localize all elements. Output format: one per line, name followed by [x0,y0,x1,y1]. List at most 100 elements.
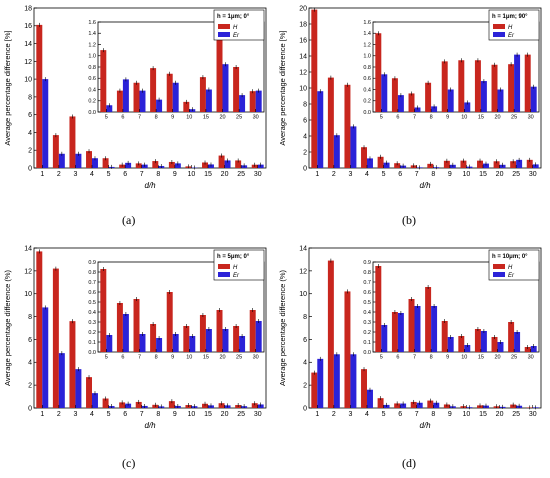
main-x-tick-label: 9 [448,411,452,418]
main-x-tick-label: 1 [40,171,44,178]
inset-y-tick-label: 0.7 [88,280,96,286]
legend-label-h: H [233,265,238,271]
inset-bar-h [134,299,140,352]
inset-x-tick-label: 30 [528,115,534,121]
legend-label-er: Er [508,273,515,279]
inset-y-tick-label: 0.7 [363,280,371,286]
inset-x-tick-label: 20 [219,355,225,361]
main-y-tick-label: 12 [299,268,307,275]
inset-x-tick-label: 9 [446,355,449,361]
inset-bar-h [217,33,223,112]
inset-x-tick-label: 6 [396,355,399,361]
inset-x-tick-label: 5 [380,115,383,121]
inset-bar-h [475,329,481,352]
inset-bar-er [498,90,504,113]
main-x-tick-label: 15 [204,411,212,418]
inset-bar-h [375,33,381,112]
x-axis-label: d/h [144,181,156,190]
main-x-tick-label: 20 [221,411,229,418]
main-x-tick-label: 3 [348,411,352,418]
inset-x-tick-label: 8 [430,115,433,121]
main-y-tick-label: 6 [303,117,307,124]
main-x-tick-label: 10 [188,411,196,418]
main-x-tick-label: 25 [512,411,520,418]
legend-swatch-er [218,32,230,37]
legend-label-er: Er [233,33,240,39]
inset-bar-h [100,269,106,352]
inset-bar-er [531,87,537,112]
panel-label-b: (b) [402,213,416,228]
inset-bar-er [206,90,212,113]
info-label: h = 10μm; 0° [492,254,528,260]
main-x-tick-label: 4 [90,171,94,178]
main-x-tick-label: 4 [365,411,369,418]
main-bar-h [361,369,367,408]
inset-x-tick-label: 7 [138,115,141,121]
main-x-tick-label: 6 [398,171,402,178]
chart-panel-b: 024681012141618201234567891015202530Aver… [275,0,550,212]
inset-bar-h [167,292,173,352]
legend-swatch-h [218,264,230,269]
inset-y-tick-label: 0.2 [88,330,96,336]
inset-bar-er [448,337,454,352]
inset-x-tick-label: 8 [155,115,158,121]
inset-bar-er [514,332,520,352]
main-bar-er [92,393,98,408]
legend-label-h: H [233,25,238,31]
inset-y-tick-label: 1.0 [88,54,96,60]
inset-bar-er [481,331,487,352]
main-x-tick-label: 1 [315,171,319,178]
inset-y-tick-label: 0.9 [88,260,96,266]
main-x-tick-label: 25 [237,171,245,178]
x-axis-label: d/h [144,421,156,430]
inset-y-tick-label: 0.4 [88,310,96,316]
inset-bar-h [442,321,448,352]
inset-x-tick-label: 9 [446,115,449,121]
main-y-tick-label: 0 [28,165,32,172]
inset-y-tick-label: 0.6 [88,290,96,296]
main-x-tick-label: 30 [254,171,262,178]
main-x-tick-label: 7 [415,171,419,178]
main-y-tick-label: 0 [303,405,307,412]
main-bar-er [59,353,65,408]
main-x-tick-label: 20 [221,171,229,178]
inset-y-tick-label: 0.0 [88,350,96,356]
inset-bar-er [398,313,404,352]
inset-x-tick-label: 15 [478,115,484,121]
main-y-tick-label: 12 [24,59,32,66]
main-bar-h [69,321,75,408]
inset-y-tick-label: 0.1 [88,340,96,346]
inset-x-tick-label: 5 [105,355,108,361]
inset-bar-er [173,334,179,352]
inset-y-tick-label: 0.1 [363,340,371,346]
main-bar-h [328,78,334,168]
inset-bar-h [458,60,464,112]
main-y-tick-label: 2 [303,383,307,390]
inset-y-tick-label: 0.8 [363,65,371,71]
inset-bar-h [442,61,448,112]
main-x-tick-label: 2 [332,171,336,178]
main-y-tick-label: 14 [24,41,32,48]
y-axis-label: Average percentage difference (%) [3,269,12,386]
inset-x-tick-label: 15 [203,355,209,361]
inset-y-tick-label: 0.3 [88,320,96,326]
inset-x-tick-label: 20 [494,355,500,361]
main-x-tick-label: 6 [123,171,127,178]
inset-bar-er [256,321,262,352]
x-axis-label: d/h [419,421,431,430]
inset-bar-h [508,322,514,352]
main-bar-er [59,154,65,168]
inset-y-tick-label: 0.0 [88,110,96,116]
main-x-tick-label: 6 [123,411,127,418]
inset-x-tick-label: 8 [430,355,433,361]
inset-x-tick-label: 7 [413,355,416,361]
inset-y-tick-label: 0.8 [88,65,96,71]
inset-bar-h [233,67,239,112]
main-bar-er [42,79,48,168]
inset-x-tick-label: 6 [121,115,124,121]
main-y-tick-label: 14 [299,53,307,60]
inset-y-tick-label: 0.5 [363,300,371,306]
main-y-tick-label: 14 [24,245,32,252]
main-y-tick-label: 6 [303,337,307,344]
main-x-tick-label: 5 [382,411,386,418]
